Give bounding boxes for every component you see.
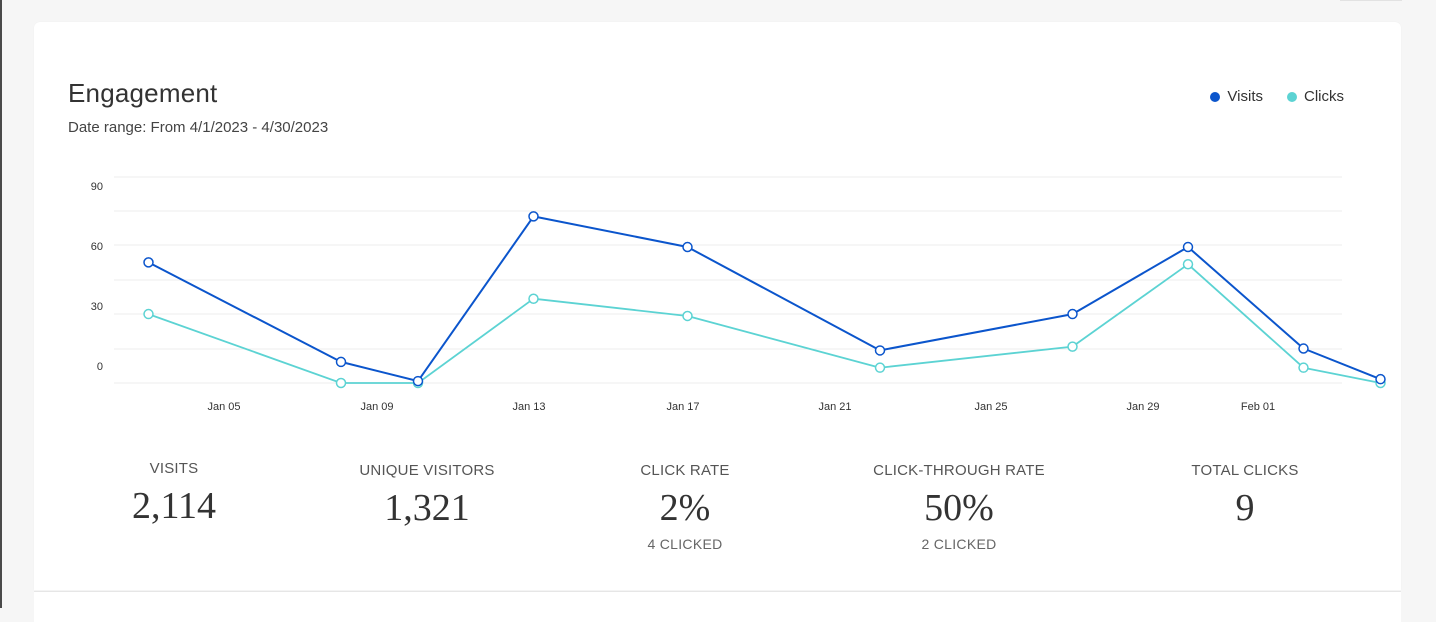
top-right-tab-edge: [1340, 0, 1402, 1]
data-point-visits: [1182, 241, 1194, 253]
y-tick-label: 0: [97, 361, 103, 373]
stat-value: 1,321: [384, 487, 470, 529]
legend-label-clicks: Clicks: [1304, 88, 1344, 105]
data-point-visits: [528, 211, 539, 222]
window-left-border: [0, 0, 2, 608]
stat-sublabel: 2 CLICKED: [921, 536, 997, 552]
date-range-label: Date range: From 4/1/2023 - 4/30/2023: [68, 119, 329, 136]
stat-unique-visitors: UNIQUE VISITORS 1,321: [297, 462, 557, 528]
stat-value: 2%: [659, 487, 711, 529]
visits-dot-icon: [1210, 91, 1221, 102]
data-point-visits: [1067, 308, 1078, 320]
stat-label: CLICK-THROUGH RATE: [873, 462, 1045, 479]
data-point-visits: [1298, 343, 1309, 354]
y-tick-label: 60: [91, 241, 103, 253]
series-line-clicks: [148, 263, 1381, 384]
data-point-clicks: [1067, 341, 1078, 352]
x-tick-label: Jan 25: [974, 401, 1007, 413]
x-tick-label: Jan 29: [1126, 401, 1159, 413]
data-point-visits: [1375, 373, 1386, 385]
series-line-visits: [148, 215, 1381, 383]
stat-value: 2,114: [131, 485, 217, 527]
stat-value: 50%: [924, 487, 994, 529]
data-point-clicks: [1182, 259, 1194, 270]
y-tick-label: 90: [91, 181, 103, 193]
legend-item-visits[interactable]: Visits: [1210, 88, 1263, 105]
stat-total-clicks: TOTAL CLICKS 9: [1115, 462, 1375, 528]
x-tick-label: Jan 13: [512, 401, 545, 413]
data-point-visits: [143, 257, 154, 268]
data-point-clicks: [335, 377, 347, 389]
x-tick-label: Jan 09: [360, 401, 393, 413]
engagement-line-chart: 0 30 60 90 Jan 05 Jan 09 Jan 13 Jan 17 Jan 21 Jan…: [91, 176, 1386, 413]
stat-label: VISITS: [149, 460, 199, 477]
stat-label: UNIQUE VISITORS: [359, 462, 495, 479]
stat-label: CLICK RATE: [640, 462, 730, 479]
data-point-visits: [412, 375, 424, 387]
stat-visits: VISITS 2,114: [44, 460, 304, 526]
legend-item-clicks[interactable]: Clicks: [1287, 88, 1344, 105]
clicks-dot-icon: [1287, 91, 1297, 102]
stat-label: TOTAL CLICKS: [1191, 462, 1299, 479]
x-tick-label: Jan 21: [818, 401, 851, 413]
stat-click-rate: CLICK RATE 2% 4 CLICKED: [555, 462, 815, 552]
data-point-visits: [874, 345, 886, 356]
data-point-visits: [682, 241, 693, 253]
legend-label-visits: Visits: [1227, 88, 1263, 105]
stat-sublabel: 4 CLICKED: [647, 536, 723, 552]
next-card-edge: [34, 591, 1401, 622]
y-tick-label: 30: [91, 301, 103, 313]
data-point-clicks: [143, 308, 154, 320]
x-tick-label: Feb 01: [1241, 401, 1275, 413]
data-point-clicks: [682, 310, 693, 322]
data-point-clicks: [874, 362, 886, 373]
data-point-clicks: [528, 293, 539, 304]
data-point-visits: [335, 356, 347, 368]
engagement-card: Engagement Date range: From 4/1/2023 - 4…: [34, 22, 1401, 590]
card-title: Engagement: [68, 78, 218, 108]
stat-click-through-rate: CLICK-THROUGH RATE 50% 2 CLICKED: [829, 462, 1089, 552]
data-point-clicks: [1298, 362, 1309, 373]
x-tick-label: Jan 05: [207, 401, 240, 413]
x-tick-label: Jan 17: [666, 401, 699, 413]
chart-legend: Visits Clicks: [1186, 88, 1344, 105]
stat-value: 9: [1235, 487, 1255, 529]
